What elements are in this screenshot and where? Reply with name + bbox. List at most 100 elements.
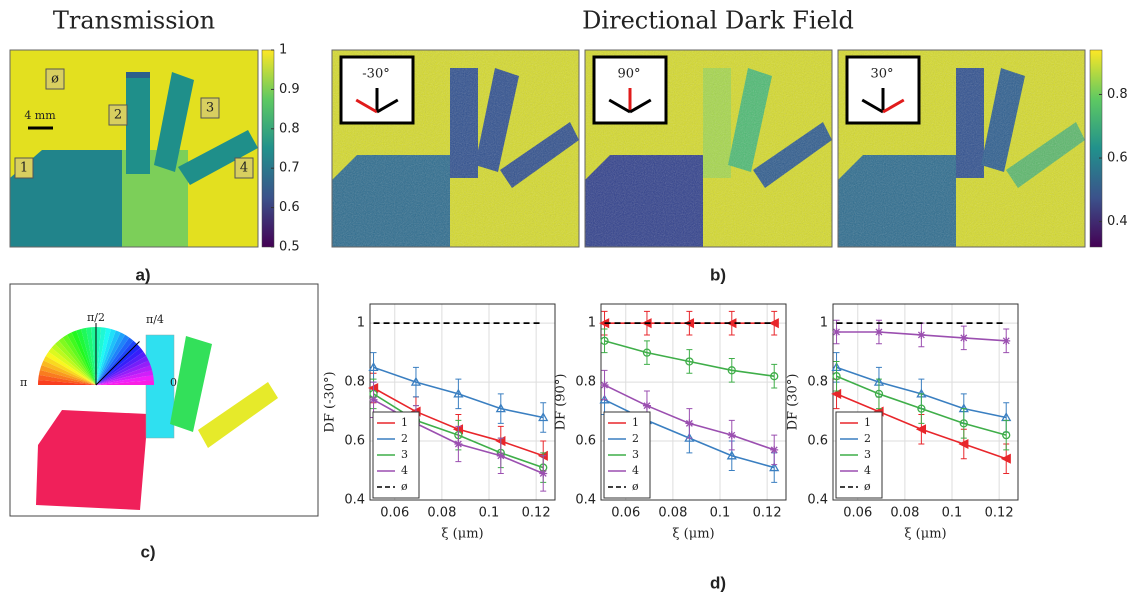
wheel-label: π/4 <box>146 313 164 326</box>
y-axis-label: DF (-30°) <box>323 371 338 432</box>
marker <box>539 469 548 478</box>
legend-label: 1 <box>632 416 639 429</box>
legend-label: ø <box>401 480 408 493</box>
marker <box>959 419 968 428</box>
y-tick-label: 0.8 <box>807 375 828 390</box>
wheel-wedge <box>58 337 96 385</box>
colorbar-label: 0.8 <box>279 121 300 136</box>
marker <box>453 388 464 398</box>
marker <box>410 376 422 386</box>
frame <box>837 49 1086 248</box>
y-tick-label: 0.4 <box>575 493 596 508</box>
wheel-wedge <box>90 327 96 385</box>
scale-label: 4 mm <box>24 109 56 122</box>
marker <box>685 419 694 428</box>
plot-frame <box>369 303 556 501</box>
x-tick-label: 0.08 <box>427 506 456 521</box>
x-tick-label: 0.12 <box>522 506 551 521</box>
y-axis-label: DF (30°) <box>786 374 801 431</box>
x-axis-label: ξ (μm) <box>672 527 714 542</box>
marker <box>368 362 379 372</box>
marker <box>454 440 463 448</box>
panel-label: b) <box>710 265 726 284</box>
legend-label: 3 <box>864 448 871 461</box>
x-tick-label: 0.1 <box>710 506 731 521</box>
axis-arrow <box>608 98 631 114</box>
error-bar <box>643 340 650 365</box>
wheel-wedge <box>38 374 96 385</box>
marker <box>915 424 927 435</box>
wheel-wedge <box>96 327 112 385</box>
legend-label: ø <box>632 480 639 493</box>
wheel-wedge <box>85 327 96 385</box>
legend-label: 4 <box>401 464 408 477</box>
x-axis-label: ξ (μm) <box>441 527 483 542</box>
marker <box>917 330 926 339</box>
colorbar-label: 0.7 <box>279 161 300 176</box>
legend-label: 2 <box>632 432 639 445</box>
legend-label: ø <box>864 480 871 493</box>
wheel-wedge <box>96 351 147 385</box>
marker <box>1002 431 1011 440</box>
legend-label: 3 <box>401 448 408 461</box>
x-tick-label: 0.06 <box>843 506 872 521</box>
error-bar <box>686 349 693 374</box>
wheel-label: π <box>20 376 27 389</box>
colorbar <box>261 49 275 248</box>
x-tick-label: 0.1 <box>942 506 963 521</box>
label-box <box>108 104 128 126</box>
colorbar-label: 1 <box>279 43 287 58</box>
marker <box>769 462 780 472</box>
error-bar <box>601 328 608 354</box>
x-tick-label: 0.08 <box>658 506 687 521</box>
marker <box>600 381 609 390</box>
colorbar <box>1089 49 1103 248</box>
wheel-wedge <box>96 340 138 385</box>
marker <box>538 412 549 422</box>
label-box <box>234 157 254 179</box>
sample-label: 1 <box>20 161 28 176</box>
y-tick-label: 0.6 <box>807 434 828 449</box>
wheel-wedge <box>62 334 96 385</box>
frame <box>584 49 833 248</box>
marker <box>642 401 651 410</box>
colorbar-label: 0.6 <box>1107 151 1128 166</box>
error-bar <box>875 378 882 410</box>
wheel-wedge <box>54 340 96 385</box>
wheel-wedge <box>96 330 121 385</box>
error-bar <box>960 408 967 439</box>
wheel-label: π/2 <box>87 311 105 324</box>
marker <box>685 357 694 366</box>
error-bar <box>918 393 925 424</box>
wheel-wedge <box>38 369 96 385</box>
marker <box>917 404 926 413</box>
wheel-wedge <box>67 332 96 385</box>
axis-arrow <box>376 98 399 114</box>
y-tick-label: 1 <box>357 316 365 331</box>
marker <box>874 389 884 399</box>
y-tick-label: 0.6 <box>575 434 596 449</box>
wheel-wedge <box>96 334 130 385</box>
wheel-wedge <box>45 351 96 385</box>
x-axis-label: ξ (μm) <box>904 527 946 542</box>
error-bar <box>833 360 840 392</box>
marker <box>959 333 968 342</box>
y-tick-label: 0.4 <box>807 493 828 508</box>
colorbar-label: 0.8 <box>1107 87 1128 102</box>
wheel-wedge <box>80 327 96 385</box>
axis-arrow <box>355 98 378 114</box>
sample-label: 3 <box>206 101 214 116</box>
wheel-wedge <box>96 365 153 385</box>
wheel-wedge <box>96 374 154 385</box>
panel-label: a) <box>135 265 150 284</box>
y-tick-label: 0.8 <box>575 375 596 390</box>
angle-label: 30° <box>870 67 893 82</box>
wheel-wedge <box>96 328 116 385</box>
marker <box>770 445 779 454</box>
transmission-image <box>9 49 259 248</box>
marker <box>831 388 842 399</box>
wheel-axis <box>95 341 140 386</box>
x-tick-label: 0.12 <box>985 506 1014 521</box>
colorbar-label: 0.9 <box>279 82 300 97</box>
orientation-render <box>36 334 278 510</box>
